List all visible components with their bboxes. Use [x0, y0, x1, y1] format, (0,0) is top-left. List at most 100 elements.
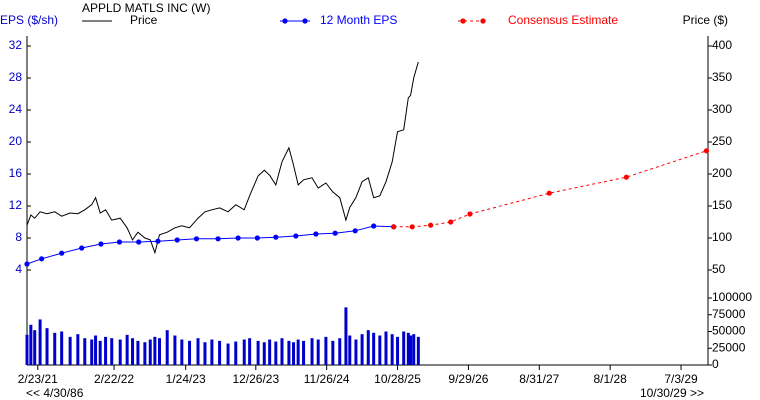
volume-bar	[165, 330, 169, 365]
volume-bar	[396, 336, 400, 365]
volume-tick-label: 0	[712, 357, 719, 371]
y-tick-label: 20	[9, 134, 23, 148]
series-marker	[174, 237, 180, 243]
legend-marker	[480, 18, 486, 24]
volume-bar	[316, 339, 320, 365]
series-marker	[24, 261, 30, 267]
legend-marker	[302, 18, 308, 24]
volume-bar	[280, 338, 284, 365]
volume-bar	[390, 334, 394, 365]
volume-bar	[262, 342, 266, 365]
series-marker	[409, 224, 415, 230]
volume-bar	[38, 319, 42, 365]
series-marker	[98, 241, 104, 247]
y-tick-label: 24	[9, 102, 23, 116]
x-tick-label: 8/1/28	[593, 372, 627, 386]
volume-bar	[131, 338, 135, 365]
series-marker	[546, 190, 552, 196]
series-marker	[235, 235, 241, 241]
x-tick-label: 2/23/21	[18, 372, 58, 386]
series-line	[393, 150, 707, 228]
volume-tick-label: 100000	[712, 290, 752, 304]
series-marker	[293, 233, 299, 239]
legend-marker	[282, 18, 288, 24]
y-tick-label: 4	[15, 262, 22, 276]
volume-tick-label: 75000	[712, 307, 746, 321]
volume-bar	[268, 339, 272, 365]
x-tick-label: 10/28/25	[374, 372, 421, 386]
series-marker	[155, 238, 161, 244]
volume-bar	[226, 343, 230, 365]
y-axis-title: EPS ($/sh)	[0, 13, 58, 27]
volume-tick-label: 50000	[712, 324, 746, 338]
y2-tick-label: 250	[712, 134, 732, 148]
volume-bar	[60, 331, 64, 365]
volume-bar	[180, 339, 184, 365]
volume-bar	[338, 338, 342, 365]
series-marker	[215, 236, 221, 242]
series-marker	[136, 239, 142, 245]
volume-bar	[360, 334, 364, 365]
y2-tick-label: 350	[712, 70, 732, 84]
series-marker	[391, 224, 397, 230]
series-marker	[332, 230, 338, 236]
volume-bar	[143, 342, 147, 365]
volume-bar	[406, 332, 410, 365]
x-tick-label: 9/29/26	[448, 372, 488, 386]
series-marker	[352, 228, 358, 234]
volume-bar	[125, 334, 129, 365]
series-line	[26, 61, 419, 255]
volume-bar	[118, 339, 122, 365]
volume-tick-label: 25000	[712, 340, 746, 354]
volume-bar	[324, 336, 328, 365]
x-tick-label: 1/24/23	[166, 372, 206, 386]
range-start: << 4/30/86	[26, 386, 84, 400]
series-marker	[193, 236, 200, 242]
y2-tick-label: 100	[712, 230, 732, 244]
volume-bar	[25, 334, 29, 365]
series-marker	[254, 235, 260, 241]
volume-bar	[173, 335, 177, 365]
volume-bar	[366, 330, 370, 365]
x-tick-label: 7/3/29	[664, 372, 698, 386]
volume-bar	[310, 338, 314, 365]
series-marker	[79, 245, 85, 251]
volume-bar	[203, 342, 207, 365]
series-line	[26, 225, 394, 265]
volume-bar	[409, 335, 413, 365]
volume-bar	[188, 340, 192, 365]
volume-bar	[68, 336, 72, 365]
series-marker	[273, 234, 279, 240]
x-tick-label: 8/31/27	[519, 372, 559, 386]
series-marker	[39, 256, 45, 262]
volume-bar	[296, 339, 300, 365]
volume-bar	[33, 330, 37, 365]
volume-bar	[136, 340, 140, 365]
series-marker	[59, 250, 65, 256]
series-marker	[467, 211, 473, 217]
volume-bar	[53, 332, 57, 365]
series-marker	[116, 239, 123, 245]
legend-marker	[460, 18, 466, 24]
range-end: 10/30/29 >>	[640, 386, 704, 400]
volume-bar	[402, 331, 406, 365]
volume-bar	[384, 331, 388, 365]
volume-bar	[158, 338, 162, 365]
volume-bar	[354, 339, 358, 365]
y2-tick-label: 300	[712, 102, 732, 116]
series-marker	[371, 223, 377, 229]
volume-bar	[344, 307, 348, 365]
volume-bar	[412, 334, 416, 365]
y-tick-label: 8	[15, 230, 22, 244]
volume-bar	[302, 340, 306, 365]
series-marker	[448, 219, 454, 225]
volume-bar	[110, 338, 114, 365]
y-tick-label: 32	[9, 38, 23, 52]
volume-bar	[331, 340, 335, 365]
y-tick-label: 28	[9, 70, 23, 84]
volume-bar	[45, 328, 49, 365]
volume-bar	[104, 336, 108, 365]
volume-bar	[242, 339, 246, 365]
series-marker	[623, 174, 629, 180]
